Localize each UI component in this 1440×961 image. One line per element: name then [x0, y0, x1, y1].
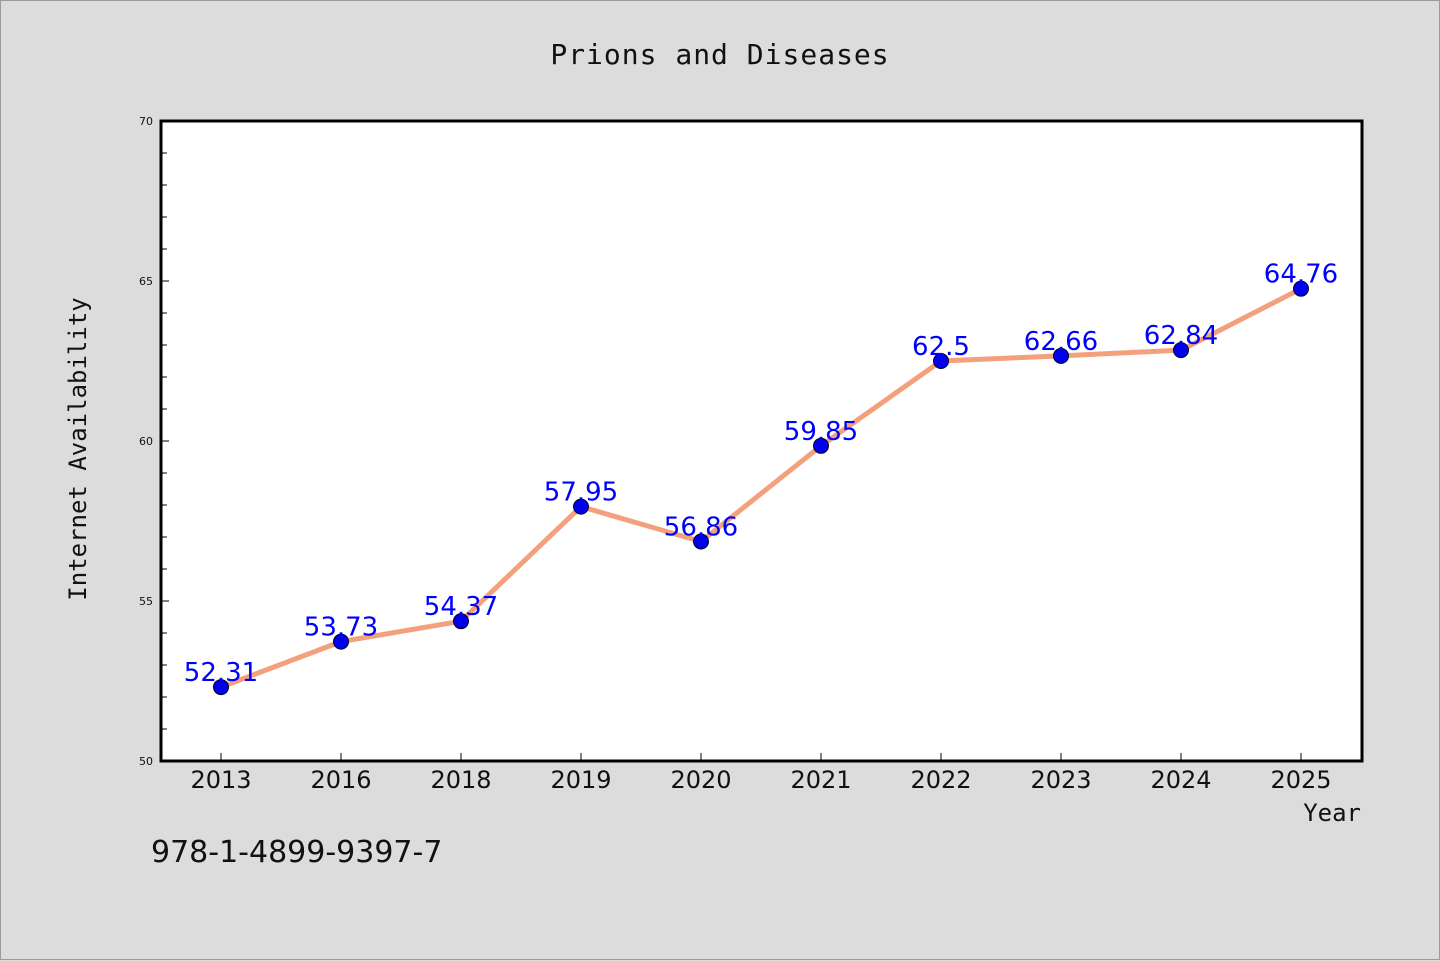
y-tick-label: 50 — [139, 755, 153, 768]
data-point — [1053, 347, 1069, 364]
y-axis-label: Internet Availability — [64, 297, 92, 600]
data-label: 62.66 — [1024, 327, 1098, 357]
x-tick-label: 2013 — [190, 766, 251, 794]
x-tick-label: 2016 — [310, 766, 371, 794]
data-point — [933, 353, 949, 369]
data-label: 52.31 — [184, 658, 258, 688]
x-axis-label: Year — [1303, 799, 1361, 827]
data-point — [573, 498, 589, 515]
x-axis: 2013 2016 2018 2019 2020 2021 2022 2023 2024 2025 — [190, 753, 1332, 794]
x-tick-label: 2022 — [910, 766, 971, 794]
x-tick-label: 2025 — [1270, 766, 1331, 794]
y-tick-label: 70 — [139, 115, 153, 128]
data-label: 59.85 — [784, 417, 858, 447]
data-point — [1293, 280, 1309, 297]
data-point — [213, 679, 229, 696]
y-axis: 50 55 60 65 70 — [139, 115, 169, 768]
x-tick-label: 2021 — [790, 766, 851, 794]
y-tick-label: 60 — [139, 435, 153, 448]
data-point — [1173, 342, 1189, 359]
data-label: 62.84 — [1144, 321, 1218, 351]
x-tick-label: 2023 — [1030, 766, 1091, 794]
y-tick-label: 65 — [139, 275, 153, 288]
data-point — [453, 613, 469, 630]
data-point — [813, 437, 829, 454]
y-tick-label: 55 — [139, 595, 153, 608]
data-label: 54.37 — [424, 592, 498, 622]
isbn-footer: 978-1-4899-9397-7 — [151, 835, 443, 870]
x-tick-label: 2024 — [1150, 766, 1211, 794]
series-line — [218, 286, 1304, 690]
data-label: 56.86 — [664, 512, 738, 542]
x-tick-label: 2020 — [670, 766, 731, 794]
x-tick-label: 2019 — [550, 766, 611, 794]
series-group — [213, 280, 1309, 696]
data-label: 53.73 — [304, 613, 378, 643]
data-point — [333, 633, 349, 650]
chart-title: Prions and Diseases — [550, 38, 889, 71]
data-label: 57.95 — [544, 478, 618, 508]
data-labels: 52.31 53.73 54.37 57.95 56.86 59.85 62.5 62.66 6… — [184, 260, 1338, 688]
x-tick-label: 2018 — [430, 766, 491, 794]
data-label: 64.76 — [1264, 260, 1338, 290]
data-point — [693, 533, 709, 550]
data-label: 62.5 — [912, 332, 970, 362]
plot-area — [159, 119, 1364, 763]
